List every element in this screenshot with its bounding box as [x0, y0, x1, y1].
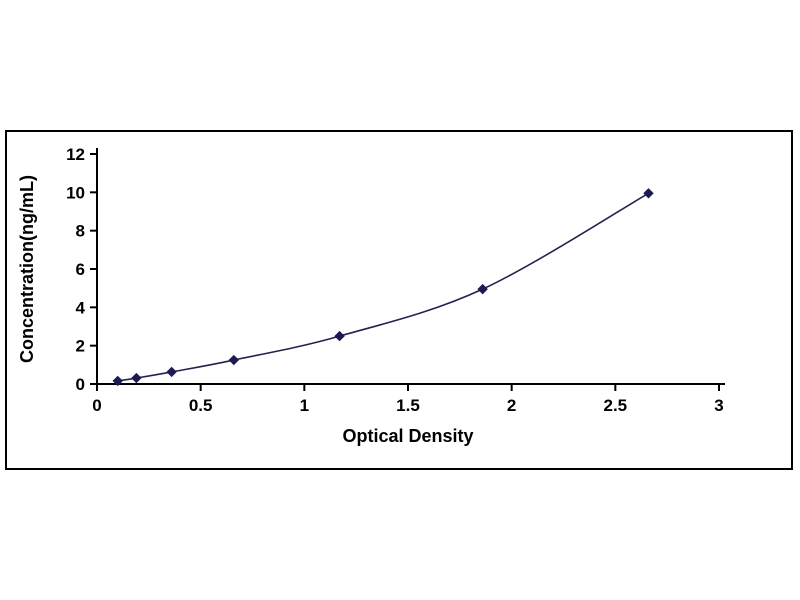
y-axis-title: Concentration(ng/mL)	[17, 175, 37, 363]
data-point-marker	[131, 372, 142, 384]
x-tick-label: 0	[92, 396, 101, 415]
y-tick-label: 8	[76, 222, 85, 241]
y-tick-label: 0	[76, 375, 85, 394]
x-tick-label: 1.5	[396, 396, 420, 415]
y-tick-label: 6	[76, 260, 85, 279]
data-point-marker	[334, 330, 345, 342]
elisa-standard-curve-chart: 0 0.5 1 1.5 2 2.5 3 0 2 4 6 8 10 12 Optical Density C…	[5, 130, 793, 470]
x-tick-label: 2.5	[604, 396, 628, 415]
data-point-marker	[112, 375, 123, 387]
generated-plot-elements: 0 0.5 1 1.5 2 2.5 3 0 2 4 6 8 10 12	[66, 145, 725, 415]
y-tick-label: 4	[76, 298, 86, 317]
curve-line	[117, 192, 649, 382]
plot-svg: 0 0.5 1 1.5 2 2.5 3 0 2 4 6 8 10 12 Optical Density C…	[17, 145, 725, 446]
x-tick-label: 3	[714, 396, 723, 415]
data-point-marker	[477, 283, 488, 295]
data-point-marker	[166, 366, 177, 378]
y-tick-label: 10	[66, 183, 85, 202]
x-axis-title: Optical Density	[342, 426, 473, 446]
x-tick-label: 2	[507, 396, 516, 415]
x-tick-label: 0.5	[189, 396, 213, 415]
data-point-marker	[228, 354, 240, 366]
y-tick-label: 2	[76, 337, 85, 356]
x-tick-label: 1	[300, 396, 309, 415]
y-tick-label: 12	[66, 145, 85, 164]
data-point-marker	[643, 188, 654, 199]
